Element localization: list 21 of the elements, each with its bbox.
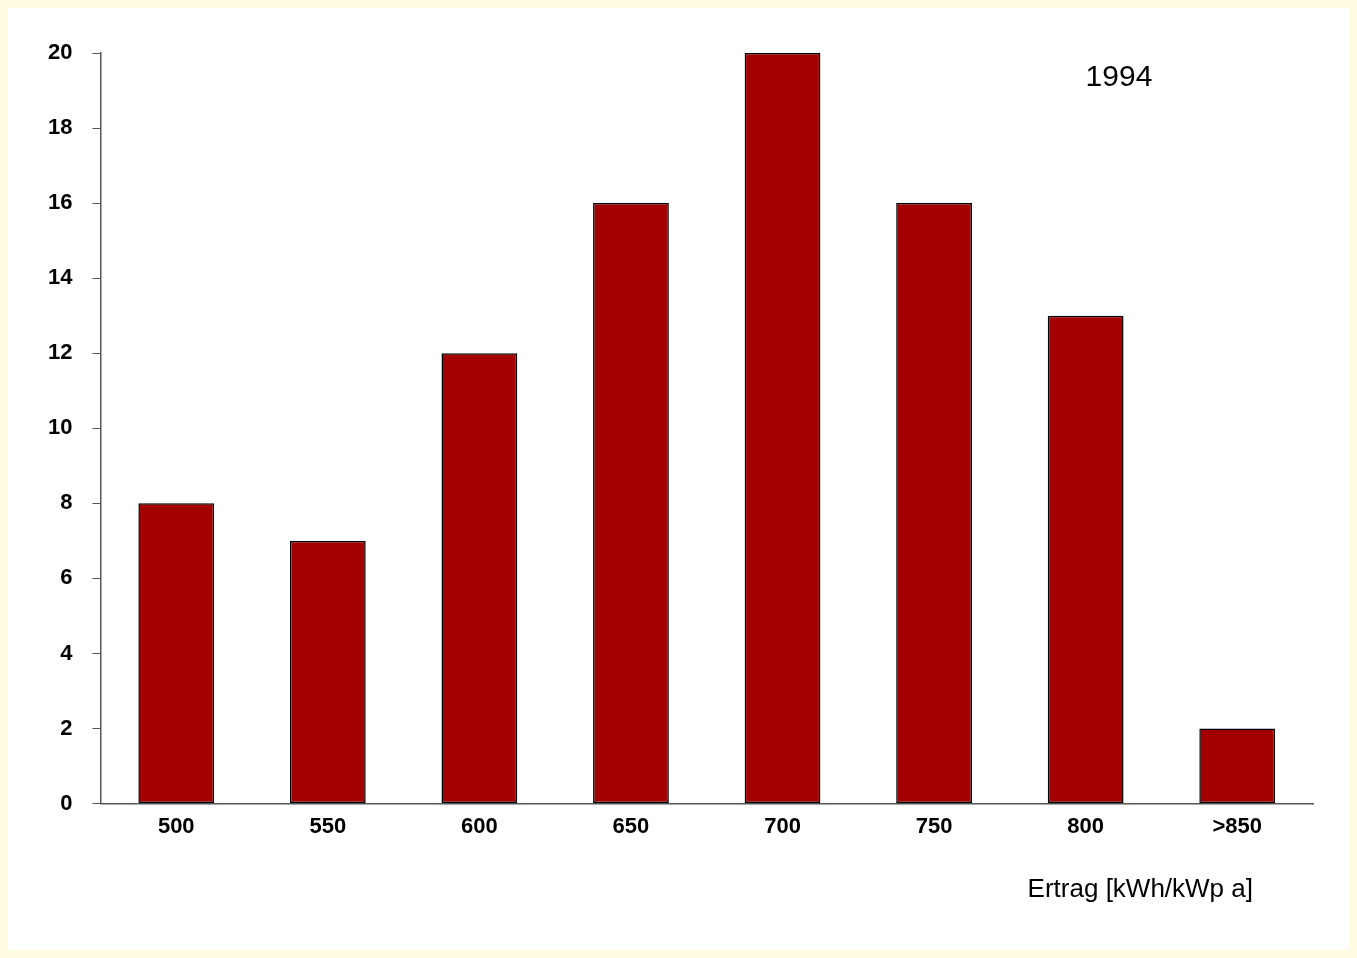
x-tick-label: 800	[1067, 812, 1105, 838]
x-axis-title: Ertrag [kWh/kWp a]	[1027, 872, 1253, 903]
x-tick-label: 550	[309, 812, 347, 838]
x-tick-label: 600	[461, 812, 498, 838]
y-tick-label: 4	[60, 639, 74, 665]
x-tick-label: 750	[915, 812, 953, 838]
y-tick-label: 16	[47, 189, 73, 215]
y-tick-label: 10	[47, 414, 73, 440]
y-tick-label: 12	[47, 339, 73, 365]
y-tick-label: 6	[60, 564, 73, 590]
y-tick-label: 14	[47, 264, 74, 290]
x-tick-label: 500	[157, 812, 195, 838]
y-tick-label: 0	[60, 789, 73, 815]
y-tick-label: 8	[60, 489, 73, 515]
annotation: 1994	[1085, 59, 1153, 93]
y-tick-label: 2	[60, 714, 73, 740]
x-tick-label: >850	[1212, 812, 1262, 838]
x-tick-label: 700	[764, 812, 801, 838]
x-tick-label: 650	[612, 812, 650, 838]
y-tick-label: 20	[47, 39, 73, 65]
y-tick-label: 18	[47, 114, 73, 140]
